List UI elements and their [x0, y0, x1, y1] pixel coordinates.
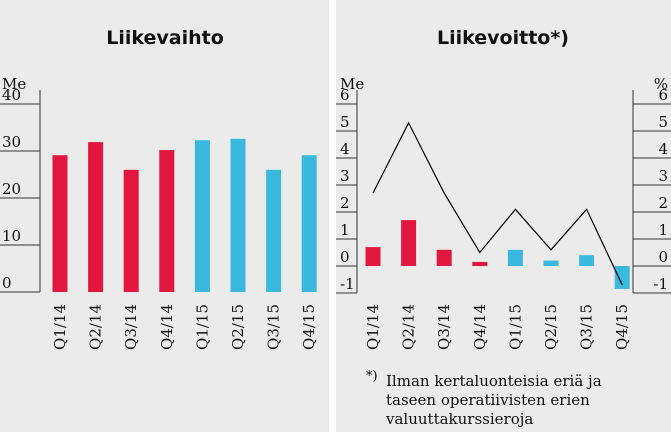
bar	[230, 138, 246, 292]
panel	[336, 0, 671, 432]
bar	[194, 140, 210, 292]
bar	[365, 247, 381, 266]
bar	[123, 169, 139, 292]
x-tick-label: Q4/14	[471, 304, 489, 350]
x-tick-label: Q1/15	[506, 304, 524, 350]
y-axis-label: Me	[340, 75, 364, 93]
chart-title: Liikevaihto	[106, 27, 224, 49]
y2-tick-label: 2	[658, 194, 668, 212]
footnote-line: taseen operatiivisten erien	[386, 391, 590, 409]
line	[372, 121, 623, 286]
x-tick-label: Q3/15	[578, 304, 596, 350]
y2-axis-label: %	[654, 75, 668, 93]
x-tick-label: Q2/15	[229, 304, 247, 350]
y-tick-label: -1	[340, 275, 355, 293]
footnote-line: Ilman kertaluonteisia eriä ja	[386, 372, 602, 390]
y-tick-label: 1	[340, 221, 350, 239]
bar	[266, 169, 282, 292]
bar	[436, 249, 452, 266]
x-tick-label: Q2/14	[400, 304, 418, 350]
bar	[614, 266, 630, 289]
x-tick-label: Q4/15	[300, 304, 318, 350]
bar	[301, 155, 317, 292]
bar	[88, 142, 104, 292]
y-tick-label: 4	[340, 140, 350, 158]
y-axis-label: Me	[2, 75, 26, 93]
x-tick-label: Q1/14	[51, 304, 69, 350]
x-tick-label: Q2/14	[87, 304, 105, 350]
y-tick-label: 30	[2, 133, 21, 151]
footnote-line: valuuttakurssieroja	[385, 410, 533, 428]
x-tick-label: Q4/14	[158, 304, 176, 350]
y-tick-label: 6	[340, 86, 350, 104]
x-tick-label: Q3/15	[265, 304, 283, 350]
y-tick-label: 2	[340, 194, 350, 212]
bar	[543, 260, 559, 266]
y-tick-label: 10	[2, 227, 21, 245]
y-tick-label: 40	[2, 86, 21, 104]
bar	[159, 150, 175, 292]
y2-tick-label: 0	[658, 248, 668, 266]
x-tick-label: Q1/14	[364, 304, 382, 350]
bar	[401, 220, 417, 266]
bar	[472, 261, 488, 266]
chart-title: Liikevoitto*)	[437, 27, 569, 49]
y2-tick-label: 6	[658, 86, 668, 104]
bar	[507, 249, 523, 266]
y-tick-label: 0	[2, 274, 12, 292]
y2-tick-label: 3	[658, 167, 668, 185]
y2-tick-label: 4	[658, 140, 668, 158]
x-tick-label: Q3/14	[122, 304, 140, 350]
y-tick-label: 20	[2, 180, 21, 198]
y-tick-label: 5	[340, 113, 350, 131]
x-tick-label: Q3/14	[435, 304, 453, 350]
bar	[52, 155, 68, 292]
y2-tick-label: 1	[658, 221, 668, 239]
x-tick-label: Q1/15	[193, 304, 211, 350]
y2-tick-label: -1	[653, 275, 668, 293]
x-tick-label: Q2/15	[542, 304, 560, 350]
y2-tick-label: 5	[658, 113, 668, 131]
x-tick-label: Q4/15	[613, 304, 631, 350]
bar	[579, 255, 595, 266]
y-tick-label: 0	[340, 248, 350, 266]
y-tick-label: 3	[340, 167, 350, 185]
footnote-marker: *)	[366, 369, 378, 384]
